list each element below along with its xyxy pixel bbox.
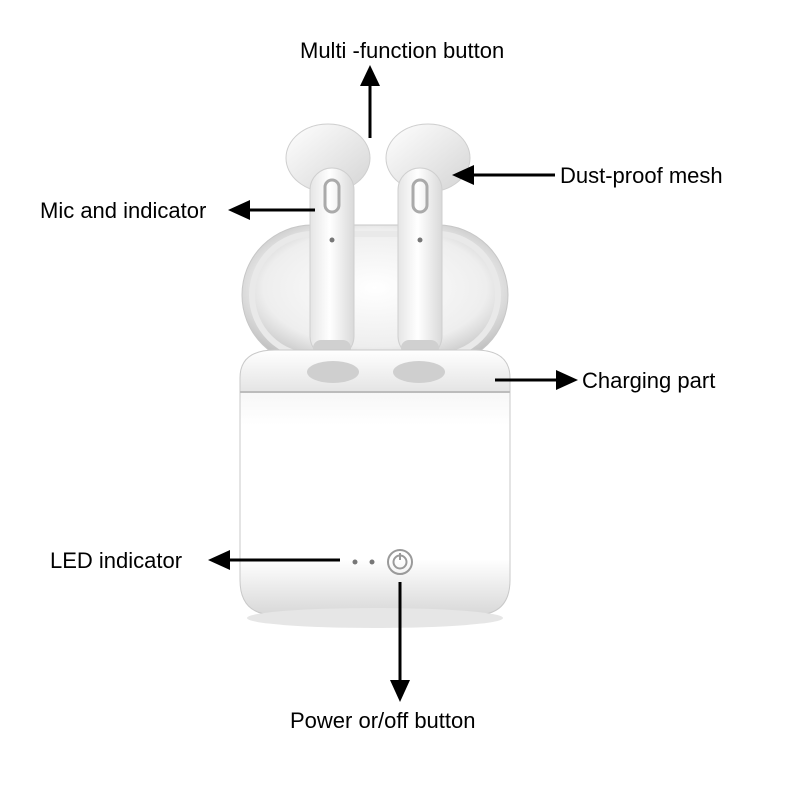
arrow-dust-proof — [452, 165, 555, 185]
arrow-multi-function — [360, 65, 380, 138]
arrow-charging-part — [495, 370, 578, 390]
label-charging-part: Charging part — [582, 368, 715, 394]
callout-arrows — [0, 0, 800, 800]
label-power-button: Power or/off button — [290, 708, 476, 734]
arrow-mic-indicator — [228, 200, 315, 220]
label-dust-proof: Dust-proof mesh — [560, 163, 723, 189]
label-led-indicator: LED indicator — [50, 548, 182, 574]
label-mic-indicator: Mic and indicator — [40, 198, 206, 224]
label-multi-function: Multi -function button — [300, 38, 504, 64]
arrow-power-button — [390, 582, 410, 702]
diagram-stage: Multi -function button Dust-proof mesh M… — [0, 0, 800, 800]
arrow-led-indicator — [208, 550, 340, 570]
